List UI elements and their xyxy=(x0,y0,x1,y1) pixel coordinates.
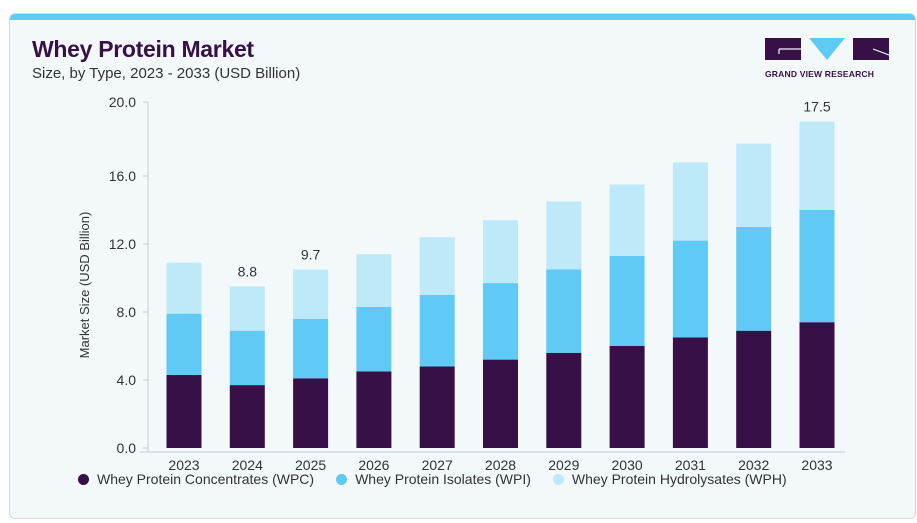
bar-segment-wph-2030 xyxy=(609,184,645,256)
bar-segment-wpi-2029 xyxy=(546,269,582,353)
bar-segment-wpc-2033 xyxy=(799,322,835,448)
bar-segment-wpi-2033 xyxy=(799,210,835,323)
legend-item-wpi: Whey Protein Isolates (WPI) xyxy=(336,471,531,487)
bar-segment-wpi-2023 xyxy=(166,313,202,375)
bar-segment-wph-2025 xyxy=(293,269,329,319)
bar-segment-wpc-2029 xyxy=(546,352,582,448)
accent-stripe xyxy=(10,14,915,20)
bar-segment-wpc-2026 xyxy=(356,371,392,448)
x-tick-label: 2023 xyxy=(168,457,199,473)
bar-segment-wpc-2024 xyxy=(229,385,265,448)
logo-icon xyxy=(765,38,890,60)
bar-segment-wph-2031 xyxy=(672,162,708,241)
bar-segment-wph-2028 xyxy=(483,220,518,284)
bar-segment-wpi-2031 xyxy=(672,240,708,338)
x-tick-label: 2026 xyxy=(358,457,389,473)
bar-segment-wph-2032 xyxy=(736,143,772,227)
bar-segment-wpi-2032 xyxy=(736,227,772,331)
y-tick-label: 4.0 xyxy=(117,372,137,388)
bar-segment-wpc-2027 xyxy=(419,366,455,448)
bar-segment-wpi-2025 xyxy=(293,318,329,379)
data-label-2033: 17.5 xyxy=(803,99,830,115)
x-tick-label: 2027 xyxy=(422,457,453,473)
bar-segment-wph-2029 xyxy=(546,201,582,270)
x-tick-label: 2030 xyxy=(612,457,643,473)
bar-segment-wpi-2030 xyxy=(609,255,645,346)
bar-segment-wph-2027 xyxy=(419,237,455,295)
legend-label-wph: Whey Protein Hydrolysates (WPH) xyxy=(571,471,787,487)
grand-view-research-logo: GRAND VIEW RESEARCH xyxy=(765,38,895,79)
bar-segment-wph-2024 xyxy=(229,286,265,331)
x-tick-label: 2028 xyxy=(485,457,516,473)
bar-segment-wpi-2026 xyxy=(356,306,392,372)
x-tick-label: 2025 xyxy=(295,457,326,473)
y-tick-label: 16.0 xyxy=(109,168,136,184)
chart-title: Whey Protein Market xyxy=(32,36,254,62)
bar-segment-wpc-2031 xyxy=(672,337,708,448)
chart-subtitle: Size, by Type, 2023 - 2033 (USD Billion) xyxy=(32,65,301,82)
bar-segment-wph-2026 xyxy=(356,254,392,307)
x-tick-label: 2031 xyxy=(675,457,706,473)
logo-text: GRAND VIEW RESEARCH xyxy=(765,69,875,79)
bar-segment-wph-2033 xyxy=(799,121,835,210)
x-tick-label: 2032 xyxy=(738,457,769,473)
legend-dot-wph xyxy=(552,473,564,485)
bar-segment-wpi-2028 xyxy=(483,283,518,360)
y-tick-label: 20.0 xyxy=(109,94,136,110)
legend-label-wpc: Whey Protein Concentrates (WPC) xyxy=(97,471,315,487)
bar-segment-wpi-2027 xyxy=(419,295,455,367)
y-axis-title: Market Size (USD Billion) xyxy=(77,212,92,359)
bar-segment-wph-2023 xyxy=(166,262,202,314)
legend-item-wph: Whey Protein Hydrolysates (WPH) xyxy=(552,471,787,487)
legend: Whey Protein Concentrates (WPC) Whey Pro… xyxy=(78,471,787,487)
bar-segment-wpc-2025 xyxy=(293,378,329,448)
y-tick-label: 0.0 xyxy=(117,440,137,456)
legend-label-wpi: Whey Protein Isolates (WPI) xyxy=(355,471,531,487)
data-label-2024: 8.8 xyxy=(238,264,258,280)
bar-segment-wpc-2030 xyxy=(609,346,645,448)
y-tick-label: 12.0 xyxy=(109,236,136,252)
y-tick-label: 8.0 xyxy=(117,304,137,320)
x-tick-label: 2024 xyxy=(232,457,263,473)
data-label-2025: 9.7 xyxy=(301,247,321,263)
legend-item-wpc: Whey Protein Concentrates (WPC) xyxy=(78,471,314,487)
legend-dot-wpi xyxy=(336,473,348,485)
legend-dot-wpc xyxy=(78,473,89,485)
bar-segment-wpi-2024 xyxy=(229,330,265,386)
bar-segment-wpc-2023 xyxy=(166,374,202,448)
bar-segment-wpc-2028 xyxy=(483,359,518,448)
x-tick-label: 2033 xyxy=(801,457,832,473)
bar-segment-wpc-2032 xyxy=(736,330,772,448)
x-tick-label: 2029 xyxy=(548,457,579,473)
